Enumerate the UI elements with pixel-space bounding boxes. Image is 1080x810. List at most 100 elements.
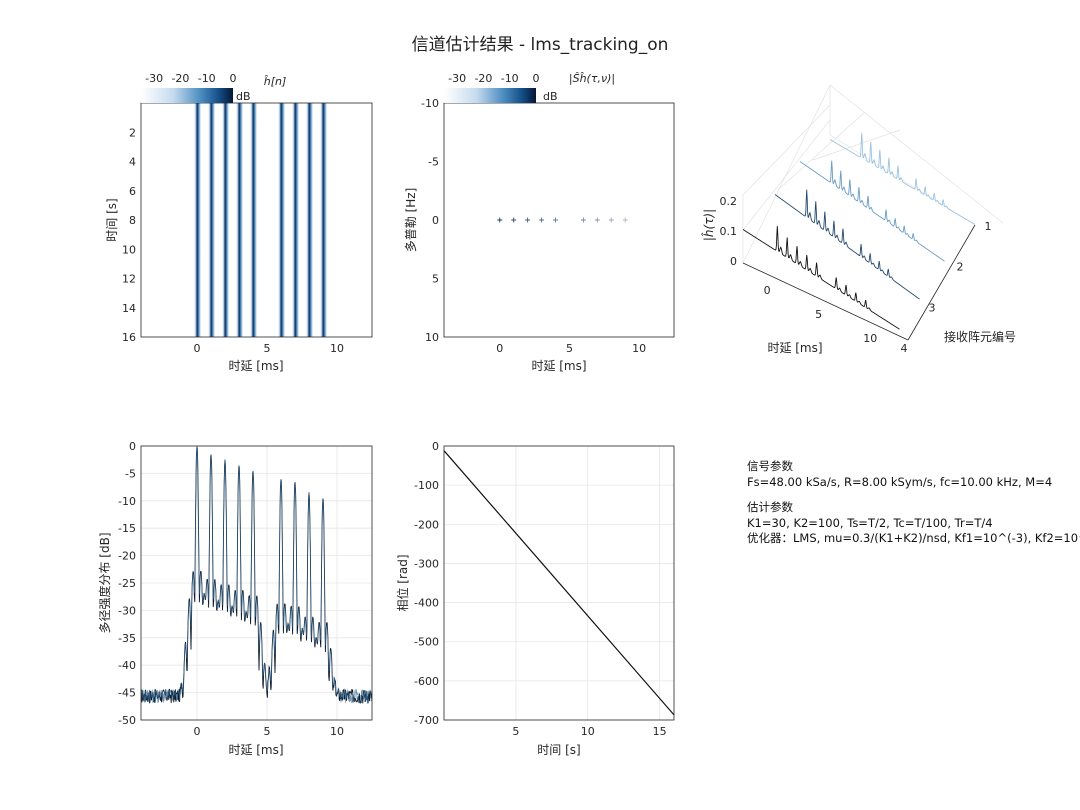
tap-stripe xyxy=(194,103,201,337)
x-tick-label: 5 xyxy=(815,308,822,321)
tap-stripe xyxy=(208,103,215,337)
x-tick-label: 15 xyxy=(653,725,667,738)
x-tick-label: 5 xyxy=(264,342,271,355)
y-tick-label: -45 xyxy=(118,687,136,700)
y-tick-label: -10 xyxy=(118,495,136,508)
x-tick-label: 10 xyxy=(863,332,877,345)
colorbar-label: dB xyxy=(236,90,251,103)
y-tick-label: 0 xyxy=(432,214,439,227)
x-tick-label: 0 xyxy=(764,284,771,297)
colorbar-tick-label: -10 xyxy=(501,72,519,85)
z-tick-label: 0.1 xyxy=(720,225,738,238)
y-tick-label: -300 xyxy=(414,557,439,570)
colorbar-tick-label: -20 xyxy=(474,72,492,85)
y-tick-label: -15 xyxy=(118,522,136,535)
y-tick-label: 0 xyxy=(129,440,136,453)
optimizer-params-line: 优化器：LMS, mu=0.3/(K1+K2)/nsd, Kf1=10^(-3)… xyxy=(747,531,1080,545)
y-tick-label: 10 xyxy=(425,331,439,344)
y-tick-label: 14 xyxy=(122,302,136,315)
y-axis-label: 多普勒 [Hz] xyxy=(404,188,418,253)
axes-box xyxy=(443,445,675,721)
estimation-params-heading: 估计参数 xyxy=(747,500,793,514)
delay-axis xyxy=(742,262,909,341)
y-tick-label: -25 xyxy=(118,577,136,590)
y-axis-label: 时间 [s] xyxy=(105,198,119,241)
x-tick-label: 0 xyxy=(496,342,503,355)
y-tick-label: -100 xyxy=(414,479,439,492)
tap-stripe xyxy=(320,103,327,337)
colorbar-tick-label: -30 xyxy=(448,72,466,85)
scatter-point xyxy=(511,217,517,223)
element-tick-label: 1 xyxy=(985,220,992,233)
colorbar-tick-label: 0 xyxy=(533,72,540,85)
y-tick-label: -10 xyxy=(421,97,439,110)
z-tick-label: 0.2 xyxy=(720,195,738,208)
axes-box xyxy=(140,102,373,338)
colorbar-label: dB xyxy=(543,90,558,103)
scatter-point xyxy=(553,217,559,223)
scatter-point xyxy=(539,217,545,223)
axes-box xyxy=(443,102,675,338)
y-tick-label: 12 xyxy=(122,273,136,286)
y-tick-label: 4 xyxy=(129,156,136,169)
scatter-point xyxy=(608,217,614,223)
z-tick-label: 0 xyxy=(730,255,737,268)
tap-stripe xyxy=(250,103,257,337)
x-tick-label: 0 xyxy=(194,725,201,738)
colorbar xyxy=(444,88,536,103)
x-tick-label: 10 xyxy=(632,342,646,355)
figure-title: 信道估计结果 - lms_tracking_on xyxy=(412,35,669,55)
colorbar-tick-label: 0 xyxy=(230,72,237,85)
tap-stripes xyxy=(194,103,327,337)
panel-title: ĥ[n] xyxy=(264,75,287,88)
y-tick-label: -400 xyxy=(414,597,439,610)
x-tick-label: 10 xyxy=(330,342,344,355)
y-tick-label: 2 xyxy=(129,126,136,139)
y-tick-label: 6 xyxy=(129,185,136,198)
panel-title: |Ŝĥ(τ,ν)| xyxy=(569,72,615,85)
x-tick-label: 5 xyxy=(512,725,519,738)
x-axis-label: 时延 [ms] xyxy=(228,743,283,757)
x-tick-label: 5 xyxy=(566,342,573,355)
z-axis-label: |ĥ(τ)| xyxy=(701,209,716,241)
panel-scattering: 0 5 10 -10 -5 0 5 10 时延 [ms] 多普勒 [Hz] -30 -20 -10… xyxy=(404,72,675,373)
y-tick-label: -30 xyxy=(118,604,136,617)
x-tick-label: 5 xyxy=(264,725,271,738)
y-tick-label: -200 xyxy=(414,518,439,531)
y-tick-label: -40 xyxy=(118,659,136,672)
axes-box xyxy=(140,445,373,721)
panel-phase: 5 10 15 0 -100 -200 -300 -400 -500 -600 -700 时间 [s… xyxy=(395,440,675,757)
x-axis-label: 时延 [ms] xyxy=(228,359,283,373)
y-tick-label: -50 xyxy=(118,714,136,727)
tap-stripe xyxy=(306,103,313,337)
y-tick-label: 10 xyxy=(122,243,136,256)
y-tick-label: -35 xyxy=(118,632,136,645)
estimation-params-line: K1=30, K2=100, Ts=T/2, Tc=T/100, Tr=T/4 xyxy=(747,515,993,530)
y-tick-label: -5 xyxy=(125,467,136,480)
tap-stripe xyxy=(292,103,299,337)
impulse-trace-4 xyxy=(742,226,900,330)
y-axis-label: 相位 [rad] xyxy=(395,554,410,611)
colorbar-tick-label: -10 xyxy=(198,72,216,85)
signal-params-line: Fs=48.00 kSa/s, R=8.00 kSym/s, fc=10.00 … xyxy=(747,474,1053,489)
colorbar-tick-label: -20 xyxy=(171,72,189,85)
panel-intensity: 0 5 10 0 -5 -10 -15 -20 -25 -30 -35 -40 -45 -50 时延 [m… xyxy=(97,440,373,757)
spacer xyxy=(747,490,1080,500)
impulse-trace-3 xyxy=(774,189,920,300)
tap-stripe xyxy=(222,103,229,337)
y-tick-label: -5 xyxy=(428,156,439,169)
scatter-point xyxy=(622,217,628,223)
x-tick-label: 10 xyxy=(581,725,595,738)
x-tick-label: 0 xyxy=(194,342,201,355)
element-tick-label: 4 xyxy=(901,342,908,355)
y-axis-label: 接收阵元编号 xyxy=(944,329,1016,344)
y-tick-label: -500 xyxy=(414,636,439,649)
x-axis-label: 时延 [ms] xyxy=(531,359,586,373)
panel-3d: 0 5 10 1 2 3 4 0 0.1 0.2 时延 [ms] 接收阵元编号 |ĥ(τ)| xyxy=(701,84,1016,355)
3d-box-grid xyxy=(742,84,1004,264)
y-tick-label: 0 xyxy=(432,440,439,453)
scatter-point xyxy=(497,217,503,223)
y-axis-label: 多径强度分布 [dB] xyxy=(97,532,112,633)
tap-stripe xyxy=(278,103,285,337)
x-axis-label: 时延 [ms] xyxy=(767,341,822,355)
